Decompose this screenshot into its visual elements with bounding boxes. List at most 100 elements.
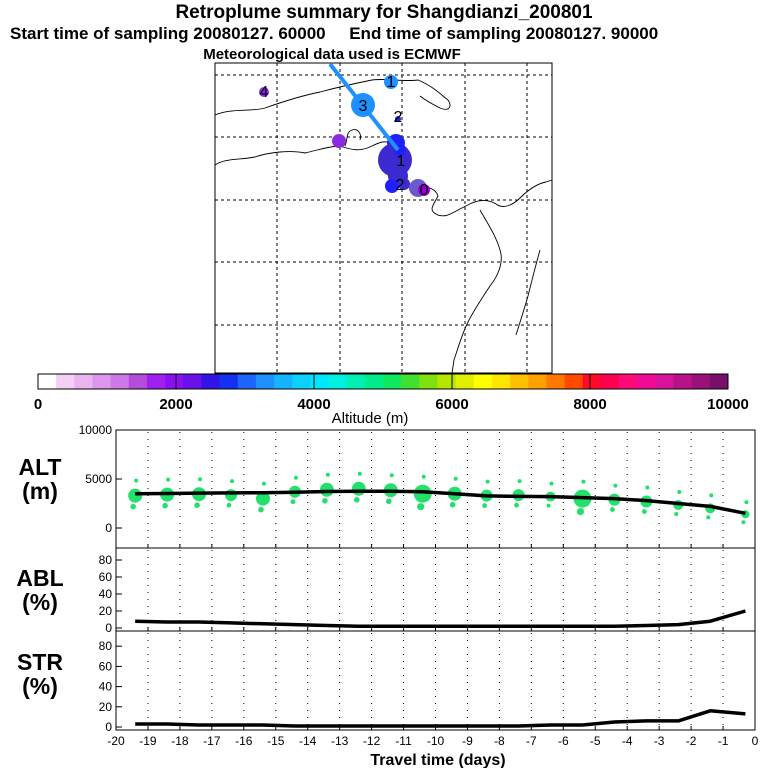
colorbar-swatch xyxy=(383,374,402,389)
abl-label-bottom: (%) xyxy=(22,589,58,615)
abl-label-top: ABL xyxy=(16,565,64,591)
x-tick-label: -15 xyxy=(267,734,285,748)
colorbar-swatch xyxy=(600,374,620,389)
abl-panel-frame xyxy=(115,547,756,632)
colorbar-tick-label: 6000 xyxy=(435,396,468,413)
colorbar-swatch xyxy=(673,374,693,389)
colorbar-swatch xyxy=(455,374,475,389)
footprint-blob xyxy=(332,134,346,148)
str-label-bottom: (%) xyxy=(22,673,58,699)
colorbar-swatch xyxy=(564,374,584,389)
alt-point xyxy=(325,472,330,477)
alt-point xyxy=(413,484,432,503)
map-footprints xyxy=(259,75,430,197)
alt-point xyxy=(385,498,392,505)
alt-point xyxy=(517,479,522,484)
abl-ytick-label: 40 xyxy=(99,587,113,601)
alt-point xyxy=(134,478,139,483)
alt-point xyxy=(354,497,360,503)
colorbar-tick-labels: 0 2000 4000 6000 8000 10000 xyxy=(34,374,749,413)
x-tick-label: -10 xyxy=(427,734,445,748)
alt-point xyxy=(421,474,426,479)
footprint-blob xyxy=(259,87,269,97)
alt-point xyxy=(485,479,490,484)
colorbar-swatch xyxy=(310,374,330,389)
colorbar-swatch xyxy=(473,374,493,389)
x-axis-label: Travel time (days) xyxy=(370,752,505,768)
alt-point xyxy=(130,503,136,510)
footprint-blob xyxy=(385,179,399,193)
x-tick-label: -19 xyxy=(139,734,157,748)
map-point-label: 4 xyxy=(260,84,269,101)
footprint-blob xyxy=(418,184,430,196)
x-tick-label: -20 xyxy=(107,734,125,748)
colorbar-tick-label: 8000 xyxy=(573,396,606,413)
str-ytick-label: 60 xyxy=(99,659,113,673)
x-tick-label: 0 xyxy=(752,734,759,748)
colorbar-swatch xyxy=(110,374,130,389)
map-point-label: 0 xyxy=(420,182,429,199)
abl-panel: 80 60 40 20 0 xyxy=(99,547,756,635)
x-tick-label: -5 xyxy=(590,734,601,748)
x-tick-label: -2 xyxy=(686,734,697,748)
colorbar-swatch xyxy=(419,374,438,389)
alt-point xyxy=(166,477,171,482)
figure-title: Retroplume summary for Shangdianzi_20080… xyxy=(175,2,593,23)
alt-point xyxy=(357,471,362,476)
alt-point xyxy=(417,503,425,511)
alt-point xyxy=(482,503,488,509)
map-point-label: 1 xyxy=(397,153,406,170)
alt-point xyxy=(226,502,232,508)
colorbar-swatch xyxy=(92,374,112,389)
colorbar-swatch xyxy=(655,374,675,389)
colorbar-swatch xyxy=(491,374,511,389)
altitude-colorbar xyxy=(37,373,729,390)
colorbar-tick-label: 4000 xyxy=(297,396,330,413)
str-ytick-label: 80 xyxy=(99,639,113,653)
alt-point xyxy=(613,483,618,488)
alt-point xyxy=(230,479,235,484)
colorbar-swatch xyxy=(274,374,293,389)
alt-series-line xyxy=(135,489,746,516)
alt-point xyxy=(255,491,270,506)
abl-label: ABL (%) xyxy=(10,566,70,614)
alt-point xyxy=(194,502,200,508)
str-label: STR (%) xyxy=(10,650,70,698)
colorbar-tick-label: 2000 xyxy=(159,396,192,413)
alt-point xyxy=(641,509,647,514)
alt-point xyxy=(706,515,711,520)
alt-point xyxy=(261,481,266,486)
alt-point xyxy=(741,520,746,525)
alt-point xyxy=(290,499,296,505)
colorbar-swatch xyxy=(637,374,656,389)
colorbar-swatch xyxy=(346,374,366,389)
colorbar-swatch xyxy=(510,374,529,389)
colorbar-swatch xyxy=(528,374,547,389)
alt-point xyxy=(744,500,749,505)
str-ytick-label: 20 xyxy=(99,700,113,714)
x-tick-label: -4 xyxy=(622,734,633,748)
met-data-line: Meteorological data used is ECMWF xyxy=(203,46,461,63)
x-tick-label: -7 xyxy=(526,734,537,748)
map-frame xyxy=(214,62,553,374)
sampling-time-line: Start time of sampling 20080127. 60000 E… xyxy=(10,24,659,43)
map-grid xyxy=(215,63,552,373)
str-ytick-label: 0 xyxy=(105,720,112,734)
alt-point xyxy=(546,503,551,508)
alt-label-bottom: (m) xyxy=(22,478,58,504)
str-ytick-label: 40 xyxy=(99,680,113,694)
colorbar-swatch xyxy=(146,374,166,389)
colorbar-swatch xyxy=(619,374,638,389)
map-point-label: 1 xyxy=(387,74,396,91)
x-tick-label: -16 xyxy=(235,734,253,748)
x-tick-label: -6 xyxy=(558,734,569,748)
alt-label-top: ALT xyxy=(18,454,62,480)
colorbar-swatch xyxy=(437,374,457,389)
colorbar-swatch xyxy=(546,374,566,389)
colorbar-swatch xyxy=(74,374,93,389)
colorbar-swatch xyxy=(709,374,729,389)
alt-point xyxy=(514,502,519,508)
